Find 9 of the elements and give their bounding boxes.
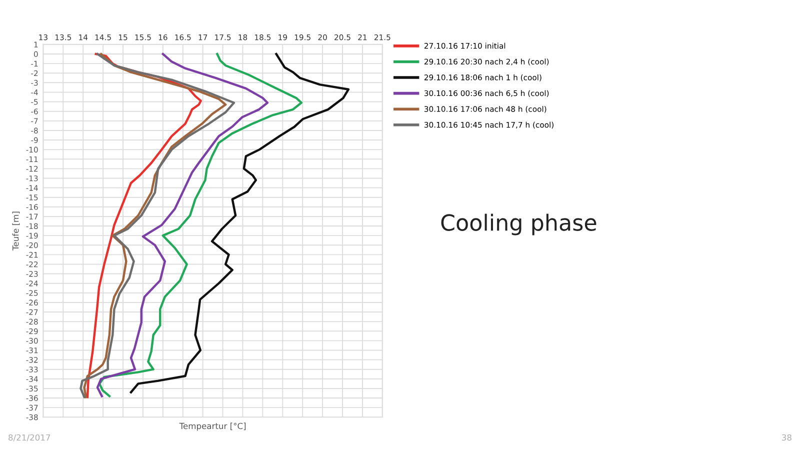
- x-axis-title: Tempeartur [°C]: [179, 422, 246, 431]
- line-series: [130, 52, 350, 394]
- line-series: [96, 52, 269, 398]
- line-series: [98, 52, 302, 398]
- text: 8/21/2017: [8, 434, 50, 442]
- text: 38: [782, 434, 792, 441]
- line-series: [86, 52, 202, 398]
- y-axis-title: Teufe [m]: [12, 212, 20, 251]
- text: Cooling phase: [441, 214, 596, 236]
